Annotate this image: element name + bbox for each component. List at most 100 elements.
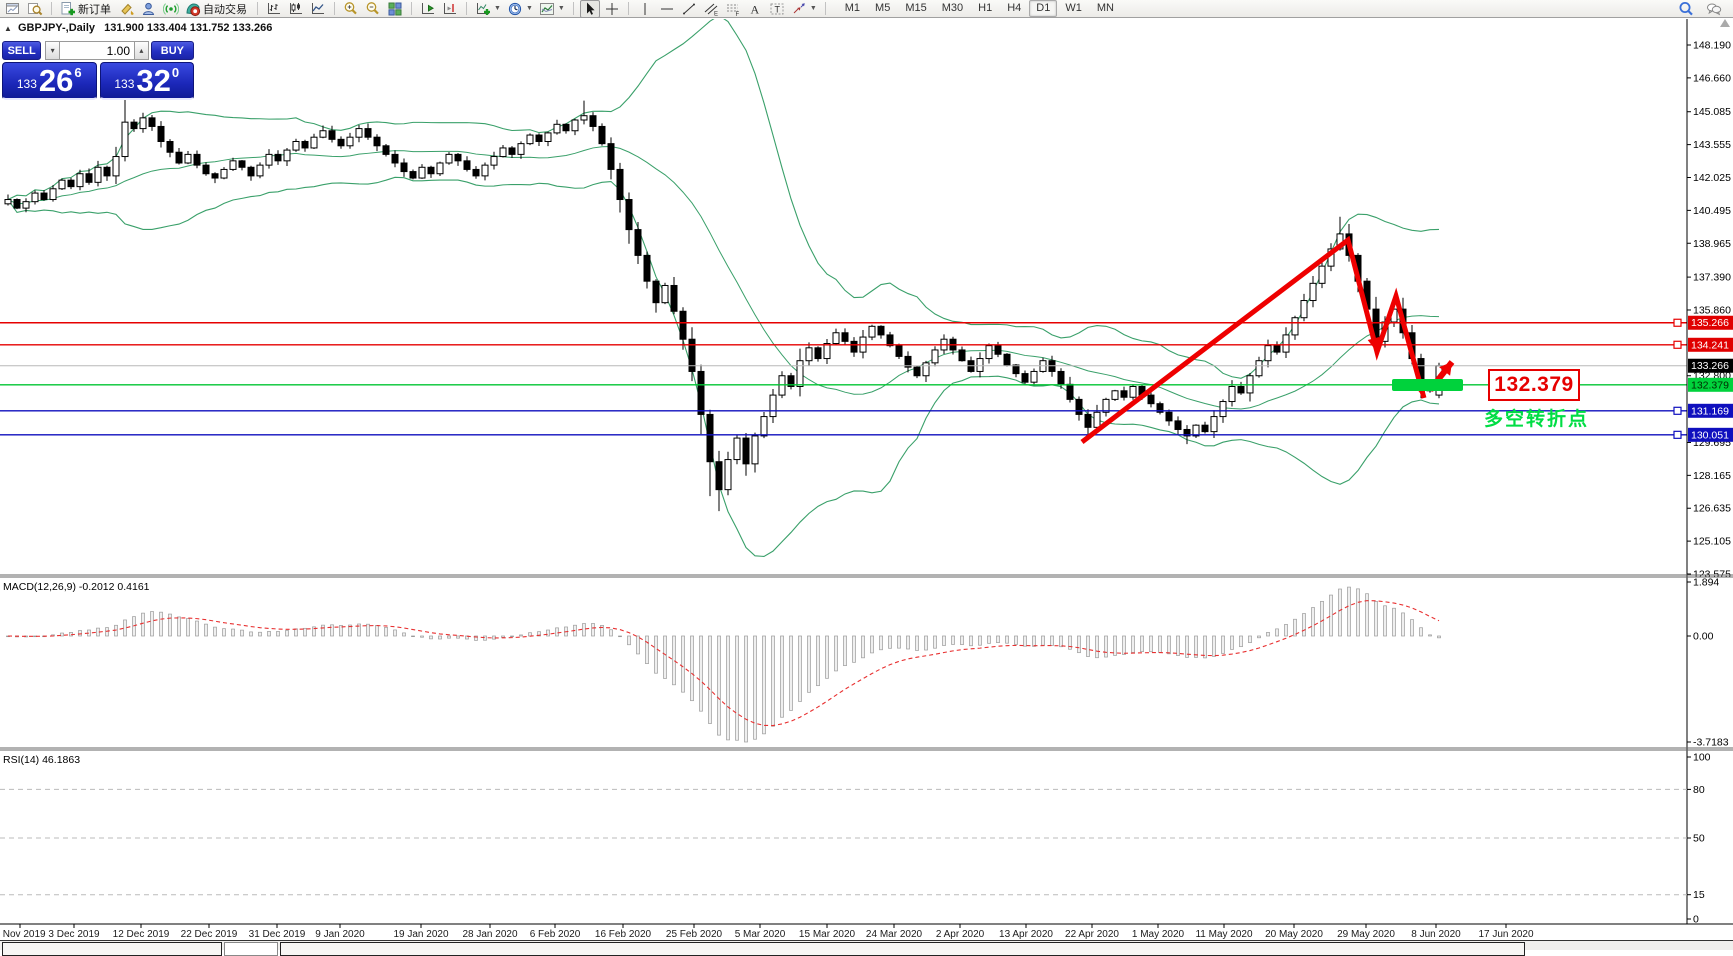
print-preview-button[interactable]	[25, 0, 45, 18]
styler-button[interactable]	[117, 0, 137, 18]
candle-body	[274, 153, 282, 162]
search-button[interactable]	[1676, 0, 1696, 18]
candles-mode-button[interactable]	[286, 0, 306, 18]
candle-body	[706, 413, 714, 463]
candle-body	[517, 143, 525, 155]
chart-tab[interactable]	[280, 942, 1525, 956]
arrows-dropdown-icon[interactable]: ▼	[809, 5, 817, 12]
macd-histogram-bar	[978, 635, 982, 646]
market-signal-button[interactable]	[161, 0, 181, 18]
candle-body	[1075, 398, 1083, 415]
cursor-button[interactable]	[579, 0, 600, 18]
candle-body	[922, 362, 930, 377]
templates-dropdown-icon[interactable]: ▼	[557, 5, 565, 12]
candle-body	[364, 128, 372, 138]
timeframe-m5[interactable]: M5	[875, 2, 891, 14]
text-label-button[interactable]: T	[767, 0, 787, 18]
macd-histogram-bar	[618, 635, 622, 638]
tile-windows-button[interactable]	[385, 0, 405, 18]
indicators-dropdown-icon[interactable]: ▼	[494, 5, 501, 12]
new-order-button[interactable]: 新订单	[58, 0, 115, 18]
candle-body	[1210, 416, 1218, 433]
bars-mode-button[interactable]	[264, 0, 284, 18]
trendline-button[interactable]	[679, 0, 699, 18]
candle-body	[13, 199, 21, 209]
chat-button[interactable]	[1704, 0, 1724, 18]
timeframe-d1[interactable]: D1	[1029, 0, 1058, 17]
autotrade-button[interactable]: 自动交易	[183, 0, 251, 18]
timeframe-h4[interactable]: H4	[1007, 2, 1022, 14]
candle-body	[877, 325, 885, 336]
arrows-button[interactable]: ▼	[789, 0, 819, 18]
macd-histogram-bar	[528, 632, 532, 637]
fibonacci-button[interactable]: F	[723, 0, 743, 18]
price-badge	[1688, 315, 1733, 330]
buy-price-prefix: 133	[114, 77, 135, 91]
candle-body	[382, 145, 390, 155]
indicators-button[interactable]: ▼	[473, 0, 503, 18]
chart-window-button[interactable]	[3, 0, 23, 18]
volume-decrement-button[interactable]: ▾	[45, 41, 61, 60]
sell-button[interactable]: SELL	[2, 41, 42, 60]
toolbar-separator	[257, 2, 258, 15]
timeframe-m30[interactable]: M30	[941, 2, 964, 14]
macd-histogram-bar	[1437, 635, 1441, 639]
line-end-handle[interactable]	[1673, 318, 1682, 327]
buy-button[interactable]: BUY	[150, 41, 194, 60]
date-label: 31 Dec 2019	[249, 929, 306, 940]
periods-button[interactable]: ▼	[505, 0, 535, 18]
line-end-handle[interactable]	[1673, 406, 1682, 415]
crosshair-button[interactable]	[602, 0, 622, 18]
up-arrowhead-icon	[1439, 362, 1452, 376]
periods-dropdown-icon[interactable]: ▼	[525, 5, 533, 12]
macd-histogram-bar	[1104, 635, 1108, 658]
scrollbar-arrow-icon[interactable]	[1720, 19, 1730, 27]
timeframe-w1[interactable]: W1	[1065, 2, 1082, 14]
volume-input[interactable]	[60, 41, 135, 60]
line-end-handle[interactable]	[1673, 430, 1682, 439]
price-badge-label: 134.241	[1691, 339, 1729, 351]
axis-label: 128.165	[1693, 470, 1731, 482]
candle-body	[247, 166, 255, 177]
timeframe-m15[interactable]: M15	[905, 2, 927, 14]
timeframe-mn[interactable]: MN	[1096, 2, 1114, 14]
symbol-marker-icon: ▲	[4, 24, 12, 33]
macd-label: MACD(12,26,9) -0.2012 0.4161	[3, 581, 150, 593]
macd-histogram-bar	[780, 635, 784, 718]
candle-body	[1192, 424, 1200, 437]
candle-body	[976, 358, 984, 372]
axis-label: 126.635	[1693, 503, 1731, 515]
hline-button[interactable]	[657, 0, 677, 18]
vline-button[interactable]	[635, 0, 655, 18]
macd-histogram-bar	[1248, 635, 1252, 643]
buy-price-box[interactable]: 133 32 0	[99, 62, 194, 100]
auto-scroll-button[interactable]	[418, 0, 438, 18]
macd-histogram-bar	[1329, 594, 1333, 637]
templates-button[interactable]: ▼	[537, 0, 567, 18]
channel-button[interactable]: E	[701, 0, 721, 18]
macd-histogram-bar	[1176, 635, 1180, 656]
line-mode-button[interactable]	[308, 0, 328, 18]
date-label: 1 May 2020	[1132, 929, 1185, 940]
candle-body	[337, 138, 345, 147]
chart-tab[interactable]	[2, 942, 222, 956]
chart-shift-button[interactable]	[440, 0, 460, 18]
zoom-out-button[interactable]	[363, 0, 383, 18]
macd-histogram-bar	[132, 616, 136, 637]
zoom-in-button[interactable]	[341, 0, 361, 18]
volume-increment-button[interactable]: ▴	[134, 41, 149, 60]
line-end-handle[interactable]	[1673, 340, 1682, 349]
macd-histogram-bar	[1356, 588, 1360, 637]
chart-tab-selected[interactable]	[224, 942, 278, 956]
sell-price-box[interactable]: 133 26 6	[2, 62, 97, 100]
timeframe-m1[interactable]: M1	[844, 2, 861, 14]
timeframe-h1[interactable]: H1	[978, 2, 993, 14]
macd-histogram-bar	[906, 635, 910, 650]
profile-button[interactable]	[139, 0, 159, 18]
channel-icon: E	[703, 1, 719, 17]
candle-body	[679, 310, 687, 340]
text-button[interactable]: A	[745, 0, 765, 18]
candle-body	[661, 284, 669, 304]
macd-histogram-bar	[483, 635, 487, 641]
